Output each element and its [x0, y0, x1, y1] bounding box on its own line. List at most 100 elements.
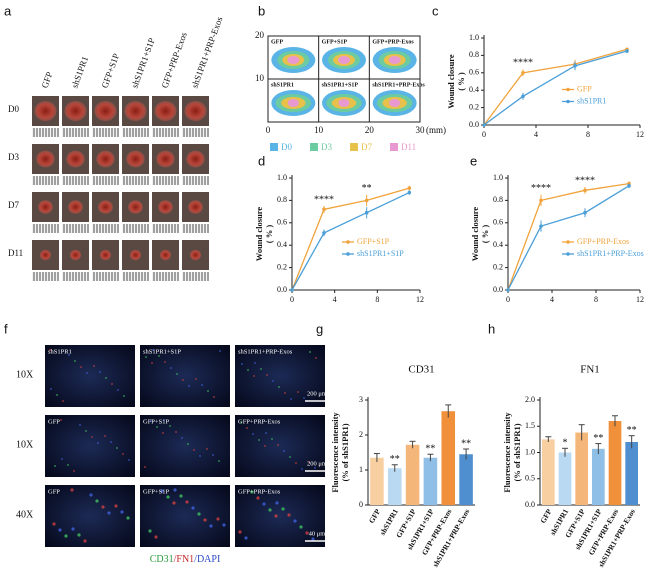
image-label: shS1PR1 — [48, 348, 72, 355]
cell-dot — [222, 523, 226, 527]
cell-dot — [107, 511, 111, 515]
series-line — [291, 187, 410, 291]
column-label: shS1PR1 — [69, 55, 90, 89]
point — [583, 188, 587, 193]
legend-marker — [346, 252, 350, 256]
bar — [441, 411, 456, 505]
fluorescence-image — [45, 415, 135, 477]
y-tick-label: 0.8 — [493, 195, 503, 204]
legend-label: shS1PR1 — [577, 96, 606, 105]
group-label: GFP — [271, 39, 283, 45]
cell-dot — [50, 388, 52, 390]
cell-dot — [275, 501, 279, 505]
legend-marker — [566, 252, 570, 256]
y-axis-label: Fluorescence intensity — [502, 412, 512, 493]
x-tick-label: 4 — [333, 295, 337, 304]
ruler — [62, 176, 89, 185]
wound — [184, 101, 207, 121]
ruler — [182, 128, 209, 137]
cell-dot — [272, 380, 274, 382]
cell-dot — [74, 360, 76, 362]
cell-dot — [309, 351, 311, 353]
x-tick-label: GFP — [367, 507, 383, 525]
panel-letter: g — [316, 321, 323, 336]
point — [625, 49, 629, 53]
wound-area — [388, 56, 401, 64]
wound-area — [338, 99, 350, 107]
wound — [39, 249, 52, 261]
scale-label: 40 μm — [309, 530, 326, 537]
ruler — [92, 224, 119, 233]
cell-dot — [191, 506, 195, 510]
bar — [558, 452, 572, 505]
cell-dot — [154, 535, 158, 539]
significance: ** — [593, 433, 603, 444]
legend-swatch — [350, 143, 358, 151]
cell-dot — [114, 504, 118, 508]
y-axis-label: Wound closure — [254, 207, 264, 262]
cell-dot — [169, 425, 171, 427]
cell-dot — [199, 455, 201, 457]
image-label: shS1PR1+S1P — [143, 348, 181, 355]
cell-dot — [151, 362, 153, 364]
x-tick-label: 10 — [314, 125, 324, 135]
y-axis-label: Fluorescence intensity — [330, 412, 340, 493]
row-label: D0 — [8, 104, 19, 114]
cell-dot — [160, 489, 164, 493]
significance: ** — [362, 183, 372, 194]
bar — [387, 468, 402, 505]
cell-dot — [110, 441, 112, 443]
cell-dot — [315, 357, 317, 359]
ruler — [182, 176, 209, 185]
fluorescence-image — [235, 415, 325, 477]
legend-label: D11 — [401, 142, 416, 152]
cell-dot — [62, 400, 64, 402]
y-tick-label: 1.0 — [525, 447, 535, 456]
y-tick-label: 0.0 — [493, 285, 503, 294]
cell-dot — [264, 445, 266, 447]
wound — [94, 101, 117, 121]
cell-dot — [80, 366, 82, 368]
cell-dot — [209, 524, 213, 528]
cell-dot — [145, 356, 147, 358]
cell-dot — [246, 427, 248, 429]
cell-dot — [250, 490, 254, 494]
fluorescence-image — [235, 345, 325, 407]
cell-dot — [73, 470, 75, 472]
point — [539, 224, 543, 228]
legend-label: D0 — [281, 142, 292, 152]
wound — [189, 249, 202, 261]
cell-dot — [86, 372, 88, 374]
image-label: GFP+PRP-Exos — [238, 488, 281, 495]
bar — [459, 454, 473, 505]
cell-dot — [128, 459, 130, 461]
y-tick-label: 0.8 — [277, 195, 287, 204]
y-tick-label: 1 — [359, 465, 363, 474]
y-tick-label: 20 — [255, 30, 265, 40]
y-axis-label: ( % ) — [264, 225, 274, 244]
wound — [156, 150, 175, 168]
cell-dot — [172, 501, 176, 505]
y-tick-label: 0.6 — [277, 218, 287, 227]
cell-dot — [97, 442, 99, 444]
cell-dot — [278, 386, 280, 388]
cell-dot — [116, 447, 118, 449]
stain-name: CD31 — [150, 554, 174, 565]
ruler — [182, 272, 209, 281]
cell-dot — [207, 390, 209, 392]
cell-dot — [311, 537, 315, 541]
ruler — [122, 176, 149, 185]
cell-dot — [258, 439, 260, 441]
point — [506, 288, 510, 292]
fluorescence-image — [45, 345, 135, 407]
fluorescence-image — [235, 485, 325, 547]
cell-dot — [61, 458, 63, 460]
wound — [129, 249, 142, 261]
y-tick-label: 0.4 — [493, 240, 503, 249]
cell-dot — [216, 517, 220, 521]
cell-dot — [284, 392, 286, 394]
fluorescence-image — [140, 415, 230, 477]
cell-dot — [164, 361, 166, 363]
cell-dot — [305, 531, 309, 535]
row-label: D3 — [8, 152, 19, 162]
